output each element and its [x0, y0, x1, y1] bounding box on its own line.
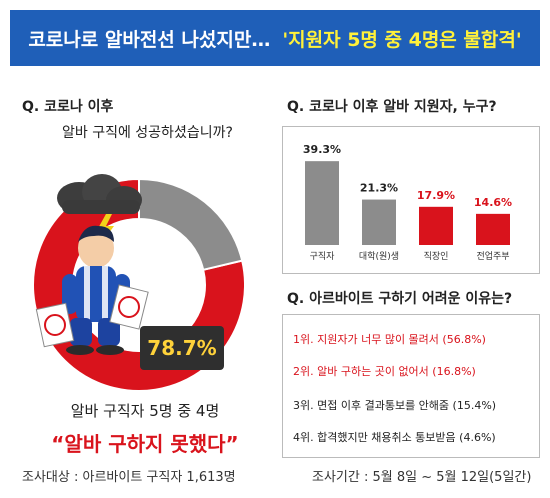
rejected-paper-icon-2	[109, 284, 149, 330]
bar-2	[362, 199, 396, 245]
bar-category-label-2: 대학(원)생	[359, 251, 399, 262]
footer-survey-target: 조사대상 : 아르바이트 구직자 1,613명	[22, 470, 236, 485]
left-question-title: Q. 코로나 이후	[22, 99, 114, 115]
donut-slice-2	[138, 177, 244, 271]
reason-item-1: 1위. 지원자가 너무 많이 몰려서 (56.8%)	[293, 333, 486, 346]
right-top-question-title: Q. 코로나 이후 알바 지원자, 누구?	[287, 99, 497, 115]
bar-value-label-2: 21.3%	[360, 182, 398, 195]
bar-category-label-1: 구직자	[310, 251, 336, 262]
banner-title-yellow: '지원자 5명 중 4명은 불합격'	[282, 28, 522, 51]
storm-cloud-icon	[57, 174, 142, 248]
left-question-sub: 알바 구직에 성공하셨습니까?	[62, 125, 233, 141]
bar-category-label-3: 직장인	[424, 251, 449, 262]
banner-title-white: 코로나로 알바전선 나섰지만…	[28, 28, 271, 51]
footer-survey-period: 조사기간 : 5월 8일 ~ 5월 12일(5일간)	[312, 470, 532, 485]
bar-value-label-4: 14.6%	[474, 196, 512, 209]
title-banner: 코로나로 알바전선 나섰지만… '지원자 5명 중 4명은 불합격'	[10, 10, 540, 66]
rejected-paper-icon	[35, 302, 75, 348]
bar-chart-panel: 39.3% 구직자 21.3% 대학(원)생 17.9% 직장인 14.6% 전업주부	[282, 126, 540, 274]
bar-1	[305, 161, 339, 245]
caption-line1: 알바 구직자 5명 중 4명	[70, 402, 220, 420]
reason-item-3: 3위. 면접 이후 결과통보를 안해줌 (15.4%)	[293, 399, 497, 412]
reason-item-4: 4위. 합격했지만 채용취소 통보받음 (4.6%)	[293, 431, 496, 444]
reasons-panel: 1위. 지원자가 너무 많이 몰려서 (56.8%) 2위. 알바 구하는 곳이…	[282, 314, 540, 458]
bar-category-label-4: 전업주부	[476, 251, 509, 262]
reason-item-2: 2위. 알바 구하는 곳이 없어서 (16.8%)	[293, 365, 476, 378]
caption-line2: “알바 구하지 못했다”	[51, 432, 239, 456]
bar-3	[419, 206, 453, 245]
percentage-callout: 78.7%	[140, 326, 224, 370]
bar-value-label-3: 17.9%	[417, 189, 455, 202]
bar-chart: 39.3% 구직자 21.3% 대학(원)생 17.9% 직장인 14.6% 전업주부	[303, 143, 512, 262]
callout-value: 78.7%	[147, 336, 217, 360]
right-bottom-question-title: Q. 아르바이트 구하기 어려운 이유는?	[287, 291, 513, 307]
bar-value-label-1: 39.3%	[303, 143, 341, 156]
bar-4	[476, 213, 510, 245]
worried-person-illustration	[62, 225, 130, 355]
